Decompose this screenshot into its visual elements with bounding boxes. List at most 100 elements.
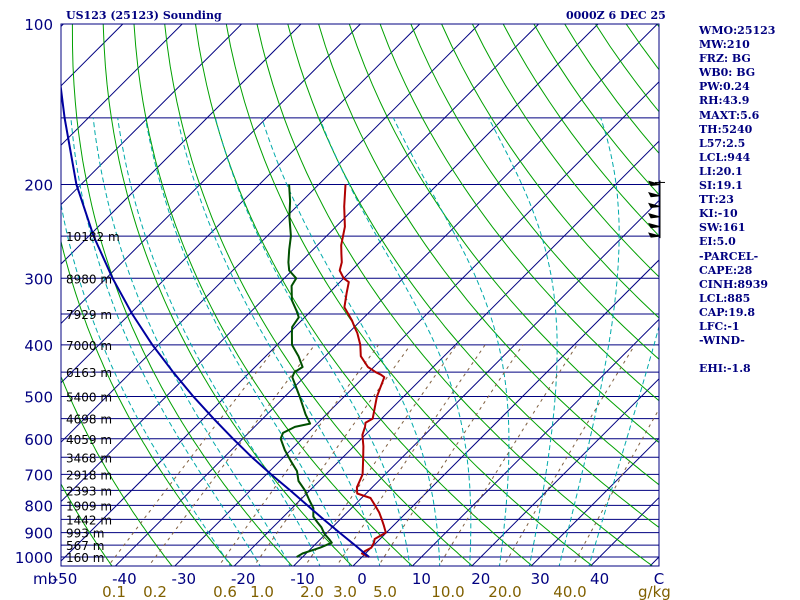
moist-adiabat-line	[214, 117, 411, 566]
index-item: SI:19.1	[699, 179, 743, 193]
index-item: EHI:-1.8	[699, 362, 751, 376]
wind-barb	[648, 213, 661, 219]
mixing-ratio-tick-label: 5.0	[373, 583, 397, 600]
height-label: 4698 m	[66, 413, 112, 427]
height-label: 2918 m	[66, 468, 112, 482]
dry-adiabat-line	[348, 24, 659, 444]
index-item: L57:2.5	[699, 136, 746, 150]
temperature-tick-label: -30	[172, 570, 197, 588]
height-label: 1909 m	[66, 499, 112, 513]
dry-adiabat-line	[225, 24, 594, 566]
index-item: LFC:-1	[699, 319, 740, 333]
temperature-tick-label: 40	[590, 570, 609, 588]
mixing-ratio-tick-label: 0.2	[143, 583, 167, 600]
pressure-tick-label: 900	[24, 525, 53, 543]
index-item: WB0: BG	[699, 66, 756, 80]
dry-adiabat-line	[256, 24, 654, 566]
dry-adiabat-line	[287, 24, 659, 529]
mixing-ratio-line	[148, 344, 316, 566]
mixing-ratio-tick-label: 0.1	[102, 583, 126, 600]
isotherm-line	[292, 199, 659, 566]
mixing-ratio-line	[438, 344, 578, 566]
pressure-tick-label: 600	[24, 431, 53, 449]
isotherm-line	[61, 24, 64, 28]
pressure-tick-label: 500	[24, 389, 53, 407]
moist-adiabat-line	[117, 117, 321, 566]
valid-time: 0000Z 6 DEC 25	[566, 9, 666, 22]
index-item: LI:20.1	[699, 164, 743, 178]
moist-adiabat-line	[588, 324, 659, 566]
dry-adiabat-line	[318, 24, 659, 486]
stability-indices-list: WMO:25123 MW:210 FRZ: BG WB0: BG PW:0.24 RH:4…	[699, 24, 775, 376]
height-label: 6163 m	[66, 366, 112, 380]
temperature-tick-label: -20	[231, 570, 256, 588]
moist-adiabat-line	[61, 201, 232, 566]
isotherm-line	[233, 140, 659, 566]
wind-barb	[648, 222, 661, 229]
height-label: 10182 m	[66, 230, 120, 244]
mixing-ratio-tick-label: 40.0	[553, 583, 586, 600]
moist-adiabat-line	[558, 117, 620, 566]
index-item: SW:161	[699, 221, 746, 235]
mixing-ratio-tick-label: 1.0	[250, 583, 274, 600]
isotherm-line	[61, 24, 539, 503]
moist-adiabat-line	[92, 117, 291, 566]
dry-adiabat-line	[61, 239, 233, 566]
pressure-tick-label: 100	[24, 16, 53, 34]
isotherm-line	[61, 24, 183, 146]
index-item: -WIND-	[699, 334, 745, 348]
moist-adiabat-line	[319, 117, 472, 566]
mixing-ratio-line	[253, 344, 411, 566]
temperature-tick-label: -10	[290, 570, 315, 588]
parcel-profile-line	[61, 81, 370, 558]
isotherm-line	[471, 378, 659, 566]
pressure-tick-label: 300	[24, 270, 53, 288]
pressure-tick-label: 800	[24, 497, 53, 515]
height-label: 4059 m	[66, 433, 112, 447]
isotherm-line	[61, 24, 302, 265]
isotherm-line	[114, 24, 658, 566]
dry-adiabat-line	[61, 483, 113, 566]
index-item: -PARCEL-	[699, 249, 759, 263]
dry-adiabat-line	[71, 24, 293, 566]
index-item: LCL:885	[699, 291, 751, 305]
mixing-ratio-line	[107, 344, 279, 566]
mixing-ratio-tick-label: 20.0	[488, 583, 521, 600]
wind-barb	[648, 202, 661, 209]
mixing-ratio-tick-label: 10.0	[431, 583, 464, 600]
dewpoint-profile-line	[279, 184, 333, 558]
sounding-curves	[61, 81, 387, 558]
index-item: TT:23	[699, 193, 734, 207]
moist-adiabat-line	[261, 117, 441, 566]
dry-adiabat-line	[61, 375, 173, 566]
height-label: 7929 m	[66, 308, 112, 322]
isotherm-line	[61, 24, 361, 325]
index-item: MW:210	[699, 38, 750, 52]
dry-adiabat-line	[471, 24, 659, 278]
plot-frame	[60, 23, 660, 567]
temperature-tick-label: -40	[112, 570, 137, 588]
isotherm-line	[0, 24, 4, 568]
mixing-ratio-line	[503, 344, 636, 566]
dry-adiabat-line	[441, 24, 659, 319]
height-label: 5400 m	[66, 391, 112, 405]
height-label: 2393 m	[66, 484, 112, 498]
index-item: EI:5.0	[699, 235, 736, 249]
isotherm-line	[61, 24, 599, 562]
index-item: FRZ: BG	[699, 52, 751, 66]
mixing-ratio-tick-label: 0.6	[213, 583, 237, 600]
mixing-ratio-line	[377, 344, 524, 566]
mixing-ratio-line	[218, 344, 379, 566]
index-item: CAPE:28	[699, 263, 753, 277]
temperature-profile-line	[338, 184, 387, 558]
isotherm-line	[61, 24, 480, 443]
dry-adiabat-line	[133, 24, 414, 566]
index-item: MAXT:5.6	[699, 108, 760, 122]
dry-adiabat-line	[379, 24, 659, 402]
wind-barb	[648, 191, 661, 198]
index-item: RH:43.9	[699, 94, 750, 108]
height-label: 1442 m	[66, 513, 112, 527]
mixing-ratio-line	[572, 408, 659, 566]
dry-adiabat-line	[102, 24, 353, 566]
